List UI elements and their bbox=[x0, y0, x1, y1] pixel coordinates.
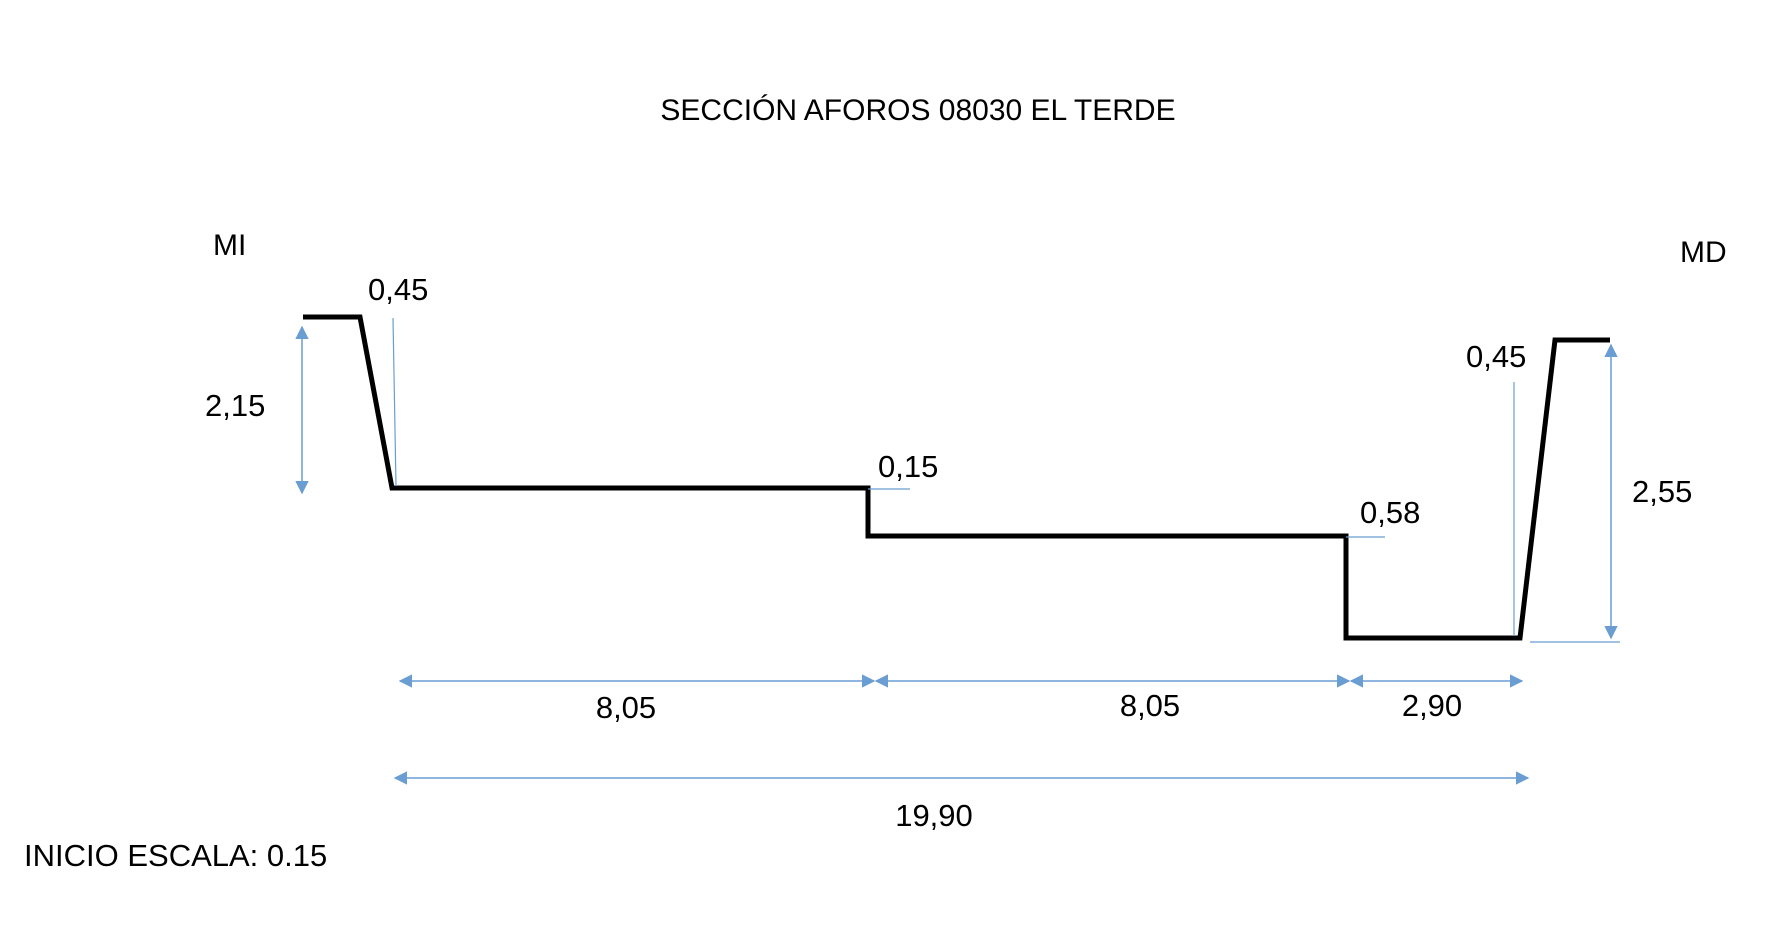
total-width-label: 19,90 bbox=[895, 798, 973, 833]
left-bank-label: MI bbox=[213, 229, 246, 262]
first-step-height-label: 0,15 bbox=[878, 449, 938, 484]
channel-profile bbox=[303, 314, 1610, 641]
left-slope-helper-line bbox=[392, 317, 397, 487]
scale-start-note: INICIO ESCALA: 0.15 bbox=[24, 838, 327, 873]
right-bank-height-label: 2,55 bbox=[1632, 474, 1692, 509]
diagram-title: SECCIÓN AFOROS 08030 EL TERDE bbox=[660, 94, 1175, 127]
second-step-height-label: 0,58 bbox=[1360, 495, 1420, 530]
segment-3-width-label: 2,90 bbox=[1402, 688, 1462, 723]
segment-2-width-label: 8,05 bbox=[1120, 688, 1180, 723]
right-slope-width-label: 0,45 bbox=[1466, 339, 1526, 374]
left-slope-width-label: 0,45 bbox=[368, 272, 428, 307]
left-bank-height-label: 2,15 bbox=[205, 388, 265, 423]
right-bank-label: MD bbox=[1680, 236, 1727, 269]
segment-1-width-label: 8,05 bbox=[596, 690, 656, 725]
